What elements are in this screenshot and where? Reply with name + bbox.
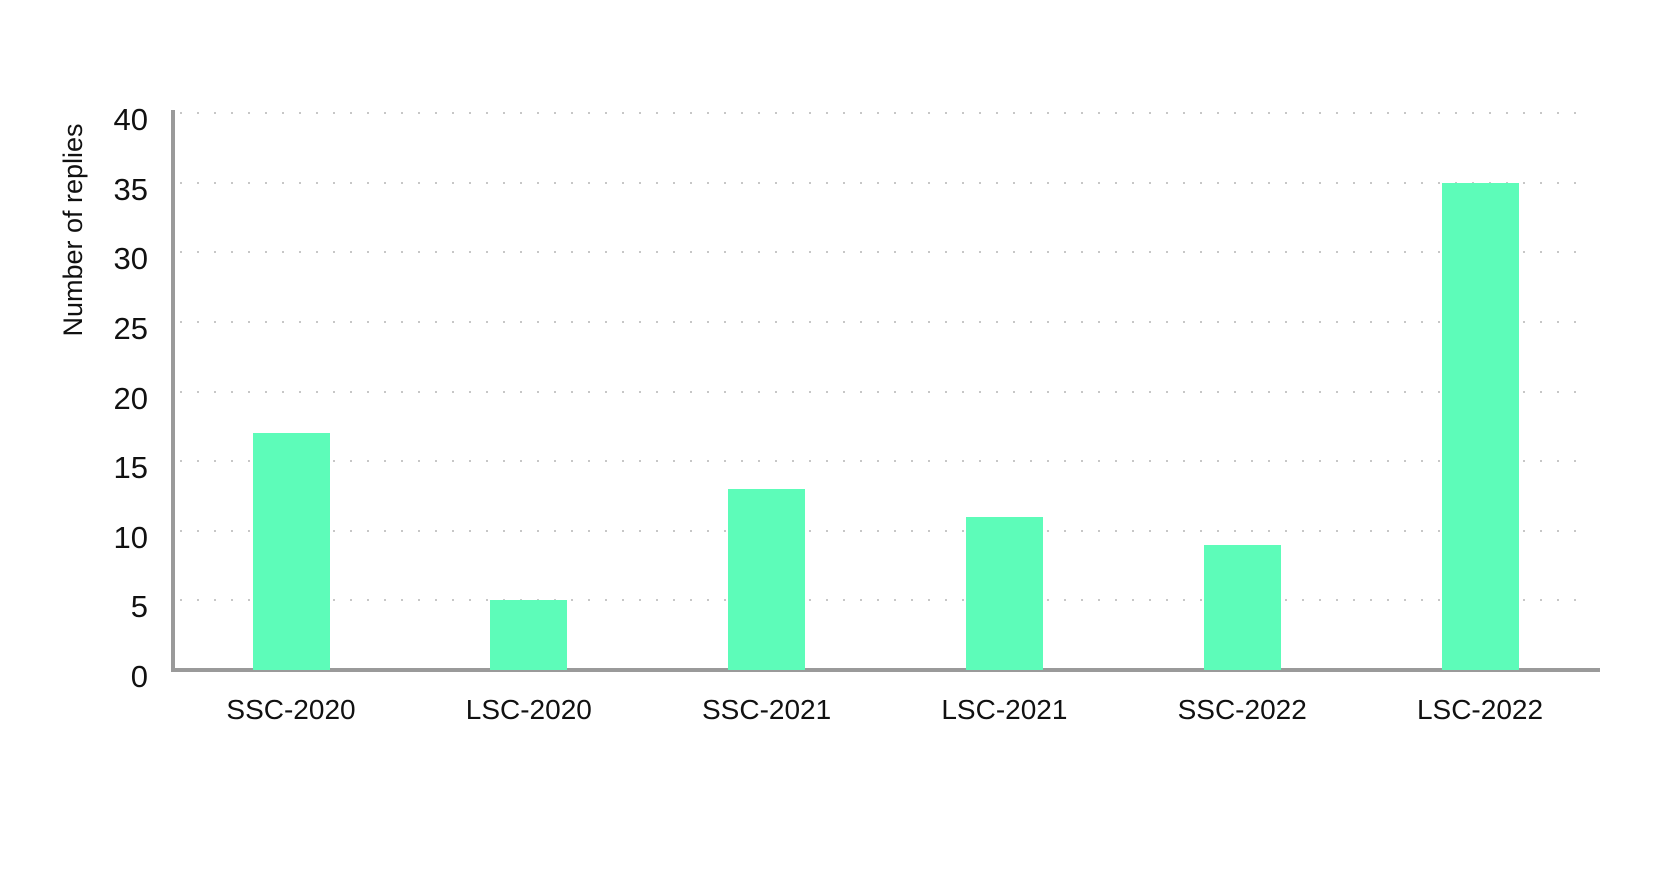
- y-tick-label-10: 10: [113, 519, 148, 555]
- y-tick-label-20: 20: [113, 380, 148, 416]
- gridline-30: [180, 251, 1590, 254]
- x-category-label-SSC-2020: SSC-2020: [226, 694, 356, 725]
- y-tick-label-15: 15: [113, 450, 148, 486]
- bar-SSC-2020: [252, 433, 330, 670]
- x-category-label-SSC-2021: SSC-2021: [702, 694, 832, 725]
- y-tick-label-40: 40: [113, 102, 148, 138]
- bar-SSC-2021: [728, 489, 806, 670]
- bar-SSC-2022: [1203, 544, 1281, 670]
- y-axis-line: [171, 110, 175, 672]
- gridline-10: [180, 529, 1590, 532]
- y-tick-label-35: 35: [113, 171, 148, 207]
- y-tick-label-0: 0: [130, 659, 148, 694]
- x-category-label-LSC-2022: LSC-2022: [1416, 694, 1544, 725]
- bar-LSC-2020: [490, 600, 568, 670]
- gridline-40: [180, 112, 1590, 115]
- x-category-label-LSC-2021: LSC-2021: [941, 694, 1068, 725]
- bar-LSC-2021: [965, 516, 1043, 670]
- gridline-20: [180, 390, 1590, 393]
- y-tick-label-25: 25: [113, 311, 148, 346]
- x-axis-line: [171, 668, 1600, 672]
- gridline-25: [180, 321, 1590, 323]
- y-tick-label-5: 5: [130, 589, 148, 625]
- gridline-35: [180, 181, 1590, 184]
- x-category-label-LSC-2020: LSC-2020: [465, 694, 592, 725]
- x-category-label-SSC-2022: SSC-2022: [1177, 694, 1307, 725]
- bar-LSC-2022: [1441, 182, 1519, 670]
- y-tick-label-30: 30: [113, 241, 148, 277]
- gridline-5: [180, 599, 1590, 602]
- gridline-15: [180, 460, 1590, 463]
